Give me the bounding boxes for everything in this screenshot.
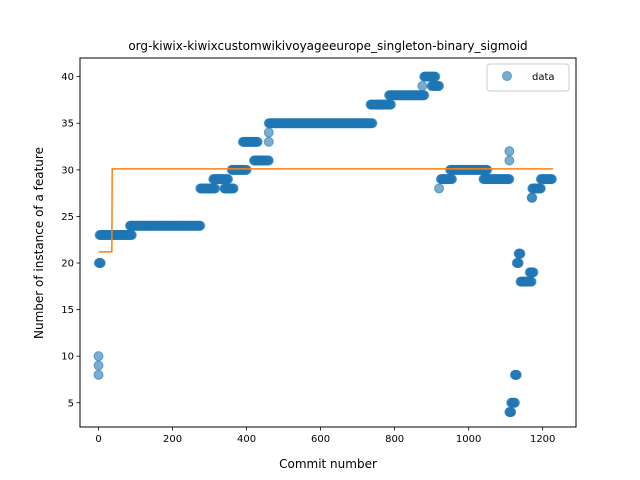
x-tick-label: 800 xyxy=(385,434,404,445)
data-point xyxy=(223,174,234,185)
plot-area xyxy=(93,71,557,418)
data-point xyxy=(263,127,274,138)
y-tick-label: 35 xyxy=(61,119,74,130)
y-tick-label: 10 xyxy=(61,352,74,363)
data-point xyxy=(195,220,206,231)
data-point xyxy=(515,248,526,259)
y-tick-label: 40 xyxy=(61,72,74,83)
data-point xyxy=(447,174,457,185)
x-tick-label: 400 xyxy=(237,434,256,445)
data-point xyxy=(93,360,104,371)
chart-title: org-kiwix-kiwixcustomwikivoyageeurope_si… xyxy=(128,39,527,53)
legend-marker xyxy=(502,71,512,81)
data-point xyxy=(434,183,445,194)
y-tick-label: 25 xyxy=(61,212,74,223)
data-point xyxy=(241,164,252,175)
x-tick-label: 1000 xyxy=(456,434,481,445)
data-point xyxy=(419,90,430,101)
legend-label-data: data xyxy=(532,72,555,83)
data-point xyxy=(527,192,538,203)
data-point xyxy=(385,99,396,110)
y-tick-label: 5 xyxy=(68,398,74,409)
legend: data xyxy=(486,63,570,92)
data-point xyxy=(434,80,445,91)
data-point xyxy=(535,183,546,194)
y-axis-label: Number of instance of a feature xyxy=(32,147,46,339)
data-point xyxy=(513,258,524,268)
data-point xyxy=(504,155,515,166)
y-tick-label: 20 xyxy=(61,259,74,270)
data-point xyxy=(367,118,378,129)
data-point xyxy=(263,155,274,166)
fit-line xyxy=(98,168,554,253)
data-point xyxy=(95,258,106,268)
y-tick-label: 15 xyxy=(61,305,74,316)
scatter-series-data xyxy=(93,71,557,418)
data-point xyxy=(228,183,239,194)
x-tick-label: 0 xyxy=(95,434,101,445)
legend-box xyxy=(486,63,570,92)
data-point xyxy=(93,351,104,362)
data-point xyxy=(511,369,522,380)
data-point xyxy=(546,174,557,185)
axes-frame xyxy=(79,57,577,428)
data-point xyxy=(482,164,493,175)
data-layer xyxy=(93,71,557,418)
data-point xyxy=(430,71,441,82)
x-tick-label: 200 xyxy=(163,434,182,445)
data-point xyxy=(252,136,263,147)
data-point xyxy=(509,397,520,408)
data-point xyxy=(504,146,515,157)
data-point xyxy=(506,407,517,418)
data-point xyxy=(504,174,515,185)
data-point xyxy=(526,276,537,287)
y-tick-label: 30 xyxy=(61,165,74,176)
data-point xyxy=(528,267,539,278)
data-point xyxy=(210,183,221,194)
data-point xyxy=(417,80,428,91)
x-tick-label: 1200 xyxy=(530,434,555,445)
x-tick-label: 600 xyxy=(311,434,330,445)
data-point xyxy=(263,136,274,147)
axes: 0 200 400 600 800 1000 1200 5 10 15 20 25 30 35 40 xyxy=(61,57,577,445)
data-point xyxy=(93,369,104,380)
data-point xyxy=(126,230,137,241)
x-axis-label: Commit number xyxy=(279,457,377,471)
